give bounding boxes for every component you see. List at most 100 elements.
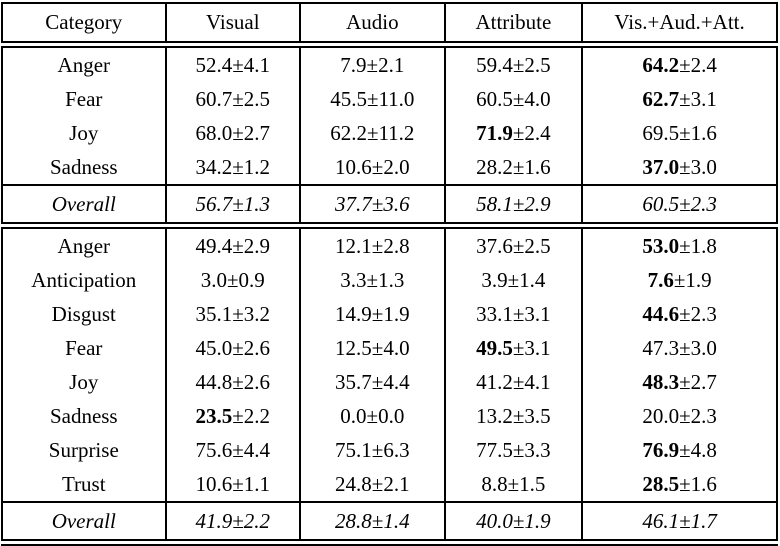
value-cell: 10.6 ±1.1	[164, 467, 300, 501]
value-cell: 3.3 ±1.3	[299, 263, 444, 297]
std-value: ±2.9	[232, 233, 271, 258]
category-cell: Anticipation	[31, 267, 137, 292]
value-cell: 40.0 ±1.9	[443, 503, 582, 539]
value-cell: 59.4 ±2.5	[443, 48, 582, 82]
category-cell: Overall	[51, 508, 116, 533]
value-cell: 10.6 ±2.0	[299, 150, 444, 184]
value-cell: 48.3 ±2.7	[581, 365, 776, 399]
mean-value: 3.0	[200, 267, 228, 292]
value-cell: 34.2 ±1.2	[164, 150, 300, 184]
table-row: Surprise 75.6 ±4.4 75.1 ±6.3 77.5 ±3.3 76.9 ±4.8	[3, 433, 776, 467]
std-value: ±3.1	[679, 86, 717, 111]
std-value: ±1.5	[507, 471, 546, 496]
table-row: Trust 10.6 ±1.1 24.8 ±2.1 8.8 ±1.5 28.5 ±1.6	[3, 467, 776, 501]
value-cell: 28.2 ±1.6	[443, 150, 582, 184]
std-value: ±2.3	[679, 403, 717, 428]
mean-value: 53.0	[642, 233, 680, 258]
table-row: Joy 44.8 ±2.6 35.7 ±4.4 41.2 ±4.1 48.3 ±2.7	[3, 365, 776, 399]
overall-row: Overall 56.7 ±1.3 37.7 ±3.6 58.1 ±2.9 60.5 ±2.3	[3, 184, 776, 222]
value-cell: 60.5 ±4.0	[443, 82, 582, 116]
std-value: ±4.0	[371, 335, 410, 360]
value-cell: 45.0 ±2.6	[164, 331, 300, 365]
value-cell: 41.2 ±4.1	[443, 365, 582, 399]
mean-value: 7.9	[340, 52, 367, 77]
mean-value: 62.7	[642, 86, 680, 111]
value-cell: 12.5 ±4.0	[299, 331, 444, 365]
category-cell: Fear	[65, 86, 103, 111]
value-cell: 49.4 ±2.9	[164, 229, 300, 263]
overall-row: Overall 41.9 ±2.2 28.8 ±1.4 40.0 ±1.9 46.1 ±1.7	[3, 501, 776, 539]
header-cell-attribute: Attribute	[443, 4, 582, 41]
double-rule-gap	[1, 43, 778, 46]
table-row: Anger 52.4 ±4.1 7.9 ±2.1 59.4 ±2.5 64.2 ±2.4	[3, 48, 776, 82]
value-cell: 46.1 ±1.7	[581, 503, 776, 539]
mean-value: 47.3	[642, 335, 680, 360]
section-1-block: Anger 52.4 ±4.1 7.9 ±2.1 59.4 ±2.5 64.2 ±2.4 Fear…	[1, 46, 778, 224]
value-cell: 69.5 ±1.6	[581, 116, 776, 150]
value-cell: 58.1 ±2.9	[443, 186, 582, 222]
mean-value: 60.5	[476, 86, 513, 111]
std-value: ±6.3	[371, 437, 410, 462]
double-rule-gap	[1, 224, 778, 227]
value-cell: 24.8 ±2.1	[299, 467, 444, 501]
mean-value: 44.8	[195, 369, 233, 394]
std-value: ±4.8	[679, 437, 717, 462]
mean-value: 10.6	[335, 154, 372, 179]
mean-value: 45.0	[195, 335, 233, 360]
category-cell: Anger	[57, 233, 111, 258]
std-value: ±2.7	[679, 369, 717, 394]
mean-value: 41.2	[476, 369, 513, 394]
value-cell: 53.0 ±1.8	[581, 229, 776, 263]
mean-value: 40.0	[476, 508, 513, 533]
mean-value: 69.5	[642, 120, 680, 145]
std-value: ±11.2	[366, 120, 415, 145]
mean-value: 37.0	[642, 154, 680, 179]
std-value: ±2.7	[232, 120, 271, 145]
std-value: ±3.3	[512, 437, 551, 462]
double-rule-gap	[1, 541, 778, 544]
value-cell: 60.7 ±2.5	[164, 82, 300, 116]
header-row: Category Visual Audio Attribute Vis.+Aud…	[3, 4, 776, 41]
category-cell: Joy	[69, 120, 99, 145]
value-cell: 35.1 ±3.2	[164, 297, 300, 331]
std-value: ±1.6	[679, 120, 717, 145]
header-cell-visual: Visual	[164, 4, 300, 41]
mean-value: 56.7	[195, 191, 233, 216]
std-value: ±3.5	[512, 403, 551, 428]
std-value: ±2.0	[371, 154, 410, 179]
mean-value: 23.5	[195, 403, 233, 428]
mean-value: 28.5	[642, 471, 680, 496]
value-cell: 7.9 ±2.1	[299, 48, 444, 82]
category-cell: Disgust	[51, 301, 116, 326]
category-cell: Surprise	[48, 437, 119, 462]
std-value: ±1.1	[232, 471, 271, 496]
std-value: ±2.3	[679, 191, 717, 216]
value-cell: 14.9 ±1.9	[299, 297, 444, 331]
mean-value: 45.5	[330, 86, 367, 111]
mean-value: 37.6	[476, 233, 513, 258]
std-value: ±0.9	[227, 267, 265, 292]
category-cell: Overall	[51, 191, 116, 216]
category-cell: Trust	[61, 471, 106, 496]
std-value: ±2.6	[232, 335, 271, 360]
mean-value: 49.4	[195, 233, 233, 258]
std-value: ±2.5	[512, 52, 551, 77]
mean-value: 60.7	[195, 86, 233, 111]
mean-value: 75.6	[195, 437, 233, 462]
value-cell: 64.2 ±2.4	[581, 48, 776, 82]
value-cell: 28.8 ±1.4	[299, 503, 444, 539]
mean-value: 12.5	[335, 335, 372, 360]
value-cell: 7.6 ±1.9	[581, 263, 776, 297]
value-cell: 20.0 ±2.3	[581, 399, 776, 433]
value-cell: 28.5 ±1.6	[581, 467, 776, 501]
mean-value: 46.1	[642, 508, 680, 533]
mean-value: 8.8	[481, 471, 508, 496]
mean-value: 52.4	[195, 52, 233, 77]
value-cell: 60.5 ±2.3	[581, 186, 776, 222]
mean-value: 76.9	[642, 437, 680, 462]
table-row: Disgust 35.1 ±3.2 14.9 ±1.9 33.1 ±3.1 44.6 ±2.3	[3, 297, 776, 331]
std-value: ±2.8	[371, 233, 410, 258]
header-cell-audio: Audio	[299, 4, 444, 41]
value-cell: 41.9 ±2.2	[164, 503, 300, 539]
